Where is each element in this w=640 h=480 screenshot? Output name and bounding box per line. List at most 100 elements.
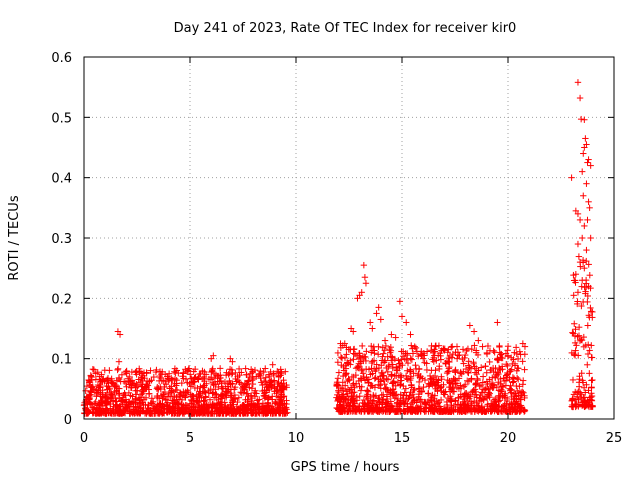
data-point bbox=[583, 180, 590, 187]
data-point bbox=[88, 373, 95, 381]
data-point bbox=[412, 361, 419, 369]
data-point bbox=[397, 391, 404, 398]
data-point bbox=[245, 393, 252, 400]
data-point bbox=[183, 408, 191, 415]
data-point bbox=[266, 406, 274, 413]
data-point bbox=[490, 368, 497, 376]
data-point bbox=[581, 264, 588, 272]
data-point bbox=[180, 406, 187, 413]
data-point bbox=[113, 401, 121, 408]
data-point bbox=[194, 384, 201, 392]
data-point bbox=[470, 328, 478, 335]
data-point bbox=[449, 343, 456, 350]
data-point bbox=[513, 374, 521, 382]
data-point bbox=[234, 398, 241, 406]
data-point bbox=[173, 367, 180, 374]
data-point bbox=[263, 384, 270, 391]
data-point bbox=[262, 374, 269, 381]
data-point bbox=[576, 94, 584, 102]
data-point bbox=[248, 407, 255, 414]
data-point bbox=[369, 382, 376, 390]
data-point bbox=[255, 400, 262, 407]
data-point bbox=[279, 386, 287, 393]
data-point bbox=[150, 373, 158, 381]
data-point bbox=[126, 410, 134, 417]
data-point bbox=[132, 403, 139, 410]
data-point bbox=[220, 390, 228, 398]
data-point bbox=[381, 357, 389, 364]
data-point bbox=[114, 366, 121, 374]
data-point bbox=[364, 395, 372, 402]
y-tick-label: 0 bbox=[64, 413, 72, 428]
data-point bbox=[586, 347, 593, 354]
data-point bbox=[85, 407, 92, 415]
data-point bbox=[584, 216, 591, 224]
data-point bbox=[512, 344, 520, 351]
data-point bbox=[498, 350, 505, 358]
data-point bbox=[235, 394, 243, 401]
data-point bbox=[584, 322, 591, 329]
data-point bbox=[122, 391, 129, 399]
data-point bbox=[348, 373, 356, 381]
data-point bbox=[101, 378, 108, 385]
x-tick-label: 25 bbox=[606, 431, 623, 446]
data-point bbox=[210, 381, 217, 389]
data-point bbox=[420, 383, 427, 391]
data-point bbox=[159, 390, 167, 398]
data-point bbox=[133, 367, 140, 375]
data-point bbox=[458, 370, 465, 378]
data-point bbox=[135, 408, 142, 416]
data-point bbox=[234, 373, 241, 381]
data-point bbox=[249, 369, 256, 376]
data-point bbox=[468, 345, 475, 353]
data-point bbox=[149, 398, 157, 405]
y-tick-label: 0.5 bbox=[51, 111, 72, 126]
data-point bbox=[365, 379, 372, 386]
data-point bbox=[187, 383, 194, 390]
data-point bbox=[235, 409, 243, 417]
data-point bbox=[197, 409, 205, 416]
data-point bbox=[165, 390, 172, 397]
data-point bbox=[361, 353, 368, 360]
data-point bbox=[471, 342, 478, 349]
data-point bbox=[200, 382, 207, 390]
y-tick-label: 0.1 bbox=[51, 353, 72, 368]
data-point bbox=[504, 343, 512, 350]
data-point bbox=[357, 387, 365, 394]
data-point bbox=[259, 381, 266, 389]
data-point bbox=[360, 357, 367, 365]
data-point bbox=[358, 342, 366, 350]
data-point bbox=[403, 319, 410, 326]
data-point bbox=[368, 342, 375, 350]
data-point bbox=[389, 379, 397, 386]
data-point bbox=[385, 363, 392, 370]
data-point bbox=[255, 371, 263, 379]
data-point bbox=[389, 364, 396, 372]
y-tick-label: 0.3 bbox=[51, 232, 72, 247]
data-point bbox=[379, 353, 386, 360]
data-point bbox=[129, 398, 137, 405]
data-point bbox=[521, 366, 528, 373]
data-point bbox=[145, 405, 152, 412]
data-point bbox=[199, 389, 206, 397]
data-point bbox=[106, 367, 113, 374]
data-point bbox=[198, 394, 205, 401]
data-point bbox=[516, 383, 523, 390]
data-point bbox=[455, 375, 463, 382]
data-point bbox=[194, 407, 201, 414]
data-point bbox=[587, 234, 594, 242]
data-point bbox=[485, 391, 492, 398]
data-point bbox=[475, 337, 482, 344]
data-point bbox=[275, 373, 283, 381]
data-point bbox=[343, 351, 350, 358]
data-point bbox=[218, 406, 226, 413]
data-point bbox=[584, 350, 592, 358]
data-point bbox=[248, 400, 255, 408]
data-point bbox=[586, 204, 593, 212]
data-point bbox=[486, 376, 493, 383]
data-point bbox=[279, 404, 286, 412]
data-point bbox=[579, 234, 586, 242]
data-point bbox=[254, 397, 261, 404]
data-point bbox=[102, 406, 110, 413]
data-point bbox=[142, 384, 149, 392]
